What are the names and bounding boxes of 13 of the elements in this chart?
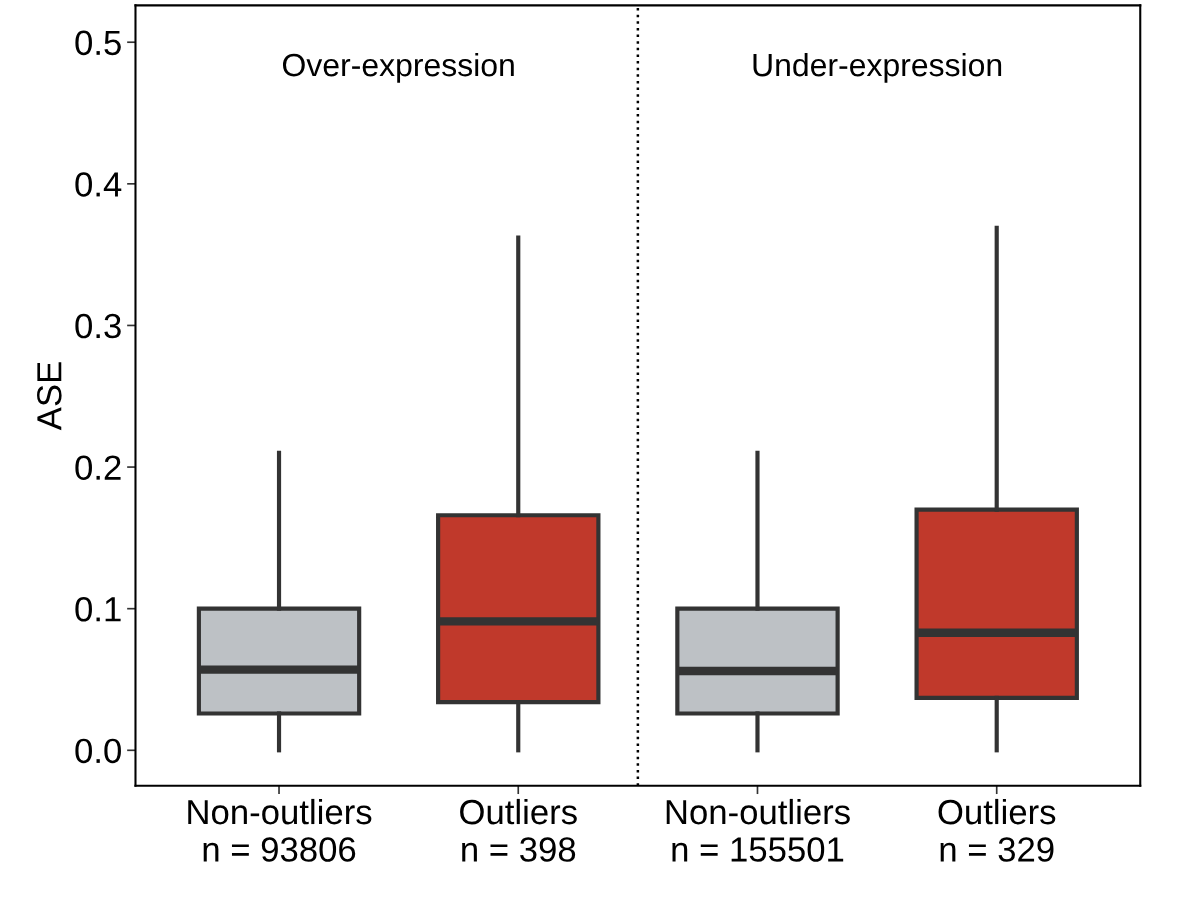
y-tick-label: 0.0 (75, 738, 121, 764)
y-tick-label: 0.4 (75, 172, 122, 197)
y-tick-label: 0.2 (75, 455, 121, 480)
x-tick-label: Outliers n = 329 (938, 798, 1056, 862)
annotation: Under-expression (753, 52, 1002, 83)
y-tick-label: 0.5 (75, 30, 121, 56)
y-tick-label: 0.1 (75, 597, 121, 622)
x-tick-label: Non-outliers n = 93806 (188, 798, 372, 862)
x-tick-label: Outliers n = 398 (460, 798, 577, 862)
y-axis-title: ASE (37, 362, 62, 431)
y-tick-label: 0.3 (75, 313, 121, 339)
annotation: Over-expression (282, 52, 514, 83)
x-tick-label: Non-outliers n = 155501 (666, 798, 850, 862)
